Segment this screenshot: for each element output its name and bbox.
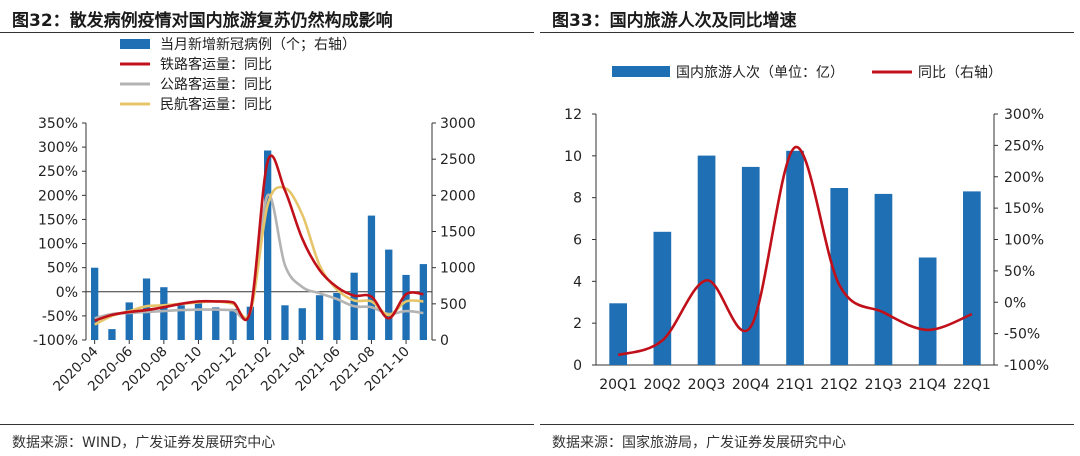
case-bar <box>229 308 237 340</box>
trips-bar <box>741 166 760 365</box>
case-bar <box>315 295 324 340</box>
y-right-tick-label: 300% <box>1004 107 1044 123</box>
legend-swatch-trips <box>612 66 670 77</box>
legend-swatch-cases <box>120 39 150 49</box>
y-right-tick-label: 3000 <box>440 116 476 132</box>
y-left-tick-label: -100% <box>33 333 78 349</box>
title-rule-left <box>0 32 534 33</box>
trips-bar <box>697 155 716 365</box>
x-category-label: 20Q1 <box>599 377 637 393</box>
y-right-tick-label: 500 <box>440 297 467 313</box>
case-bar <box>125 302 133 340</box>
case-bar <box>194 301 203 340</box>
y-left-tick-label: 250% <box>38 164 78 180</box>
y-left-tick-label: 0 <box>573 358 582 374</box>
x-category-label: 20Q4 <box>732 377 770 393</box>
left-chart-svg: -100% -50% 0% 50% 100% 150% 200% 250% 300% 350% 0 5… <box>33 37 476 395</box>
road-yoy-line <box>94 193 424 321</box>
trips-bar <box>609 303 627 365</box>
y-left-tick-label: 10 <box>564 149 582 165</box>
legend-label-cases: 当月新增新冠病例（个；右轴） <box>160 37 356 53</box>
legend-label-air: 民航客运量：同比 <box>160 96 272 113</box>
y-left-tick-label: 200% <box>38 188 78 204</box>
y-left-tick-label: -50% <box>42 309 78 325</box>
chart-title-right: 图33：国内旅游人次及同比增速 <box>552 11 797 31</box>
y-right-tick-label: 2000 <box>440 188 476 204</box>
y-right-tick-label: 0% <box>1004 295 1026 311</box>
case-bar <box>385 249 393 340</box>
source-note-right: 数据来源：国家旅游局，广发证券发展研究中心 <box>552 435 846 451</box>
legend-label-rail: 铁路客运量：同比 <box>160 56 272 73</box>
y-left-tick-label: 350% <box>38 116 78 132</box>
legend-label-road: 公路客运量：同比 <box>160 76 272 93</box>
right-chart-panel: 图33：国内旅游人次及同比增速 0 2 4 6 8 10 12 -100% -50% 0% 50% 1… <box>540 0 1080 456</box>
y-left-tick-label: 6 <box>573 233 582 249</box>
y-left-tick-label: 0% <box>56 285 78 301</box>
y-right-tick-label: 1000 <box>440 261 476 277</box>
x-category-label: 22Q1 <box>953 377 991 393</box>
y-right-tick-label: 0 <box>440 333 449 349</box>
y-left-tick-label: 2 <box>573 316 582 332</box>
y-left-tick-label: 100% <box>38 237 78 253</box>
legend-label-trips: 国内旅游人次（单位：亿） <box>676 65 844 81</box>
y-left-tick-label: 12 <box>564 107 582 123</box>
right-chart-svg: 0 2 4 6 8 10 12 -100% -50% 0% 50% 100% 150% 200% 250% 3… <box>564 65 1049 393</box>
y-left-tick-label: 50% <box>47 261 78 277</box>
y-right-tick-label: 2500 <box>440 152 476 168</box>
y-left-tick-label: 300% <box>38 140 78 156</box>
y-right-tick-label: 250% <box>1004 138 1044 154</box>
case-bar <box>298 308 306 340</box>
x-category-label: 20Q3 <box>688 377 726 393</box>
y-left-tick-label: 150% <box>38 212 78 228</box>
case-bar <box>246 306 254 340</box>
left-chart-panel: 图32：散发病例疫情对国内旅游复苏仍然构成影响 -100% -50% 0% 50% 10… <box>0 11 534 451</box>
source-rule-left <box>0 424 534 425</box>
air-yoy-line <box>94 185 424 326</box>
yoy-line <box>617 145 973 357</box>
y-left-tick-label: 4 <box>573 274 582 290</box>
case-bar <box>160 287 168 340</box>
x-category-label: 20Q2 <box>643 377 681 393</box>
x-category-label: 21Q1 <box>776 377 814 393</box>
trips-bar <box>918 257 937 365</box>
y-right-tick-label: -100% <box>1004 358 1049 374</box>
y-right-tick-label: 50% <box>1004 264 1035 280</box>
y-right-tick-label: 200% <box>1004 170 1044 186</box>
rail-yoy-line <box>94 154 424 322</box>
chart-title-left: 图32：散发病例疫情对国内旅游复苏仍然构成影响 <box>12 11 393 31</box>
trips-bar <box>874 193 893 365</box>
title-rule-right <box>540 32 1074 33</box>
case-bar <box>177 305 185 340</box>
source-rule-right <box>540 424 1074 425</box>
x-category-label: 21Q4 <box>909 377 947 393</box>
case-bar <box>212 307 220 340</box>
y-right-tick-label: 1500 <box>440 225 476 241</box>
trips-bar <box>963 191 981 365</box>
trips-bar <box>653 231 672 365</box>
y-right-tick-label: -50% <box>1004 327 1040 343</box>
trips-bar <box>830 188 849 365</box>
y-left-tick-label: 8 <box>573 191 582 207</box>
case-bar <box>402 274 410 340</box>
case-bar <box>108 329 116 340</box>
case-bar <box>264 150 272 340</box>
case-bar <box>333 293 341 340</box>
trips-bar <box>786 150 804 365</box>
y-right-tick-label: 100% <box>1004 233 1044 249</box>
y-right-tick-label: 150% <box>1004 201 1044 217</box>
source-note-left: 数据来源：WIND，广发证券发展研究中心 <box>12 435 276 451</box>
x-category-label: 21Q2 <box>820 377 858 393</box>
case-bar <box>281 305 289 340</box>
case-bar <box>367 215 376 340</box>
case-bar <box>91 267 99 340</box>
legend-label-yoy: 同比（右轴） <box>918 65 1002 81</box>
x-category-label: 21Q3 <box>865 377 903 393</box>
